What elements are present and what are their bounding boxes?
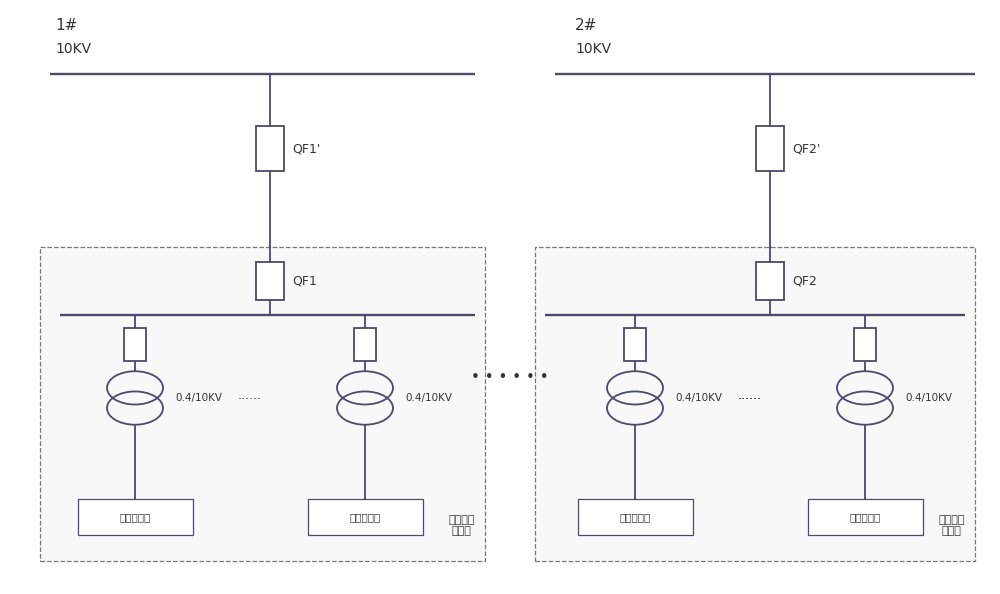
Text: 10KV: 10KV (55, 42, 91, 56)
Text: 并网逆变器: 并网逆变器 (619, 512, 651, 522)
Bar (124, 328, 146, 361)
Bar (40, 247, 485, 561)
Text: ......: ...... (738, 388, 762, 402)
Text: 1#: 1# (55, 18, 77, 33)
Bar (578, 499, 692, 535)
Text: 2#: 2# (575, 18, 597, 33)
Text: QF2': QF2' (792, 142, 820, 155)
Bar (854, 328, 876, 361)
Text: 0.4/10KV: 0.4/10KV (675, 393, 722, 403)
Text: 并网逆变器: 并网逆变器 (349, 512, 381, 522)
Text: 并网逆变器: 并网逆变器 (849, 512, 881, 522)
Text: 0.4/10KV: 0.4/10KV (405, 393, 452, 403)
Bar (256, 261, 284, 301)
Bar (308, 499, 422, 535)
Bar (78, 499, 192, 535)
Text: 并网逆变器: 并网逆变器 (119, 512, 151, 522)
Bar (354, 328, 376, 361)
Text: ......: ...... (738, 388, 762, 402)
Bar (535, 247, 975, 561)
Text: 0.4/10KV: 0.4/10KV (905, 393, 952, 403)
Text: • • • • • •: • • • • • • (471, 369, 549, 385)
Text: QF1: QF1 (292, 274, 317, 287)
Text: 10KV: 10KV (575, 42, 611, 56)
Text: QF1': QF1' (292, 142, 320, 155)
Text: 分布式电
源厂站: 分布式电 源厂站 (448, 515, 475, 536)
Bar (808, 499, 922, 535)
Text: 0.4/10KV: 0.4/10KV (175, 393, 222, 403)
Text: QF2: QF2 (792, 274, 817, 287)
Bar (756, 261, 784, 301)
Bar (756, 127, 784, 171)
Bar (256, 127, 284, 171)
Text: 分布式电
源厂站: 分布式电 源厂站 (938, 515, 965, 536)
Text: ......: ...... (238, 388, 262, 402)
Bar (624, 328, 646, 361)
